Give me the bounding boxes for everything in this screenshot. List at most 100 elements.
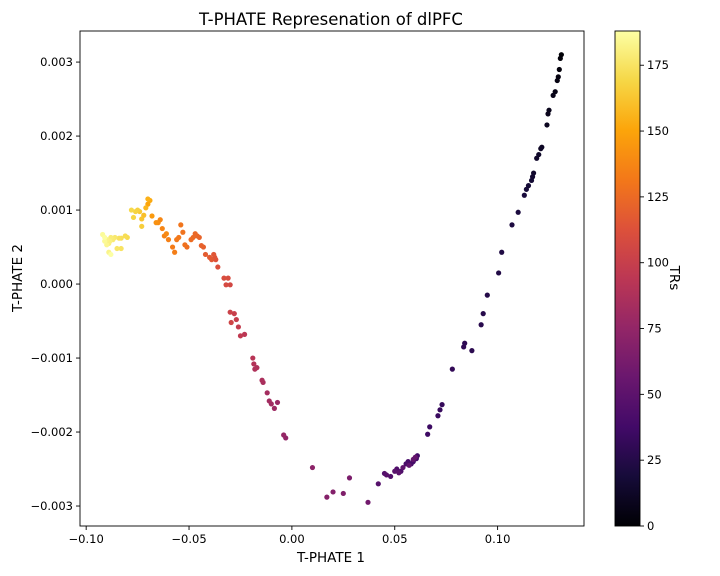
data-point xyxy=(480,311,486,317)
data-point xyxy=(324,494,330,500)
data-point xyxy=(132,208,139,215)
data-point xyxy=(202,251,209,258)
data-point xyxy=(545,111,551,117)
data-point xyxy=(496,270,502,276)
y-tick-label: 0.001 xyxy=(40,203,73,217)
y-tick-label: −0.003 xyxy=(30,499,73,513)
y-axis: −0.003 −0.002 −0.001 0.000 0.001 0.002 0.003 xyxy=(30,55,80,513)
data-point xyxy=(165,237,172,243)
data-point xyxy=(330,489,336,495)
data-point xyxy=(225,275,231,281)
data-point xyxy=(118,245,124,252)
data-point xyxy=(237,333,244,339)
data-point xyxy=(159,225,165,232)
data-point xyxy=(281,432,287,438)
data-point xyxy=(534,155,540,161)
x-tick-label: 0.10 xyxy=(485,532,511,546)
data-point xyxy=(554,77,560,84)
data-point xyxy=(388,473,394,480)
data-point xyxy=(188,237,194,243)
data-point xyxy=(153,220,159,226)
data-point xyxy=(340,490,346,497)
data-point xyxy=(169,244,176,250)
data-point xyxy=(396,470,402,476)
chart-title: T-PHATE Represenation of dlPFC xyxy=(198,10,463,29)
data-point xyxy=(461,344,467,350)
data-point xyxy=(114,245,120,252)
data-point xyxy=(544,122,550,128)
data-point xyxy=(383,472,390,478)
x-tick-label: 0.05 xyxy=(382,532,408,546)
colorbar xyxy=(614,30,641,527)
data-point xyxy=(515,209,521,215)
colorbar-tick-label: 100 xyxy=(647,256,669,270)
data-point xyxy=(478,322,484,328)
data-point xyxy=(469,348,475,354)
data-point xyxy=(556,66,562,73)
y-axis-label: T-PHATE 2 xyxy=(10,244,26,313)
data-point xyxy=(251,361,257,367)
y-tick-label: −0.002 xyxy=(30,425,73,439)
data-point xyxy=(227,309,233,315)
data-point xyxy=(266,398,272,404)
y-tick-label: −0.001 xyxy=(30,351,73,365)
data-point xyxy=(538,146,544,152)
data-point xyxy=(521,192,527,198)
data-point xyxy=(182,242,188,248)
colorbar-tick-label: 125 xyxy=(647,190,669,204)
y-tick-label: 0.000 xyxy=(40,277,73,291)
y-tick-label: 0.003 xyxy=(40,55,73,69)
data-point xyxy=(523,186,530,192)
data-point xyxy=(406,462,412,468)
data-point xyxy=(274,399,281,406)
data-point xyxy=(499,249,505,255)
data-point xyxy=(425,431,431,437)
x-tick-label: −0.05 xyxy=(171,532,206,546)
data-point xyxy=(509,222,515,228)
data-point xyxy=(102,238,108,244)
data-point xyxy=(449,366,455,372)
data-point xyxy=(241,331,248,337)
x-axis-label: T-PHATE 1 xyxy=(296,550,365,566)
colorbar-tick-label: 150 xyxy=(647,124,669,138)
data-point xyxy=(427,424,433,430)
data-point xyxy=(130,214,137,221)
data-point xyxy=(198,242,204,249)
data-point xyxy=(392,468,398,474)
data-point xyxy=(271,405,277,411)
data-point xyxy=(375,481,381,487)
data-points xyxy=(100,52,564,505)
data-point xyxy=(227,282,233,288)
x-axis: −0.10 −0.05 0.00 0.05 0.10 xyxy=(69,526,511,546)
data-point xyxy=(259,377,265,383)
data-point xyxy=(557,55,563,61)
data-point xyxy=(102,234,108,241)
data-point xyxy=(172,249,178,255)
data-point xyxy=(139,216,145,222)
data-point xyxy=(108,251,114,258)
colorbar-axis: 0 25 50 75 100 125 150 175 xyxy=(640,58,669,533)
y-tick-label: 0.002 xyxy=(40,129,73,143)
data-point xyxy=(365,499,371,505)
x-tick-label: 0.00 xyxy=(279,532,305,546)
data-point xyxy=(180,229,186,235)
data-point xyxy=(143,205,149,211)
colorbar-tick-label: 50 xyxy=(647,387,662,401)
data-point xyxy=(309,464,316,471)
x-tick-label: −0.10 xyxy=(69,532,104,546)
data-point xyxy=(174,237,180,243)
data-point xyxy=(215,264,221,270)
data-point xyxy=(235,324,241,330)
data-point xyxy=(149,213,155,219)
data-point xyxy=(439,402,445,408)
colorbar-label: TRs xyxy=(666,265,682,291)
data-point xyxy=(233,316,239,323)
data-point xyxy=(223,282,229,288)
data-point xyxy=(145,196,151,202)
data-point xyxy=(139,223,145,229)
data-point xyxy=(178,222,184,228)
colorbar-tick-label: 0 xyxy=(647,519,654,533)
data-point xyxy=(435,413,441,419)
data-point xyxy=(122,233,128,239)
